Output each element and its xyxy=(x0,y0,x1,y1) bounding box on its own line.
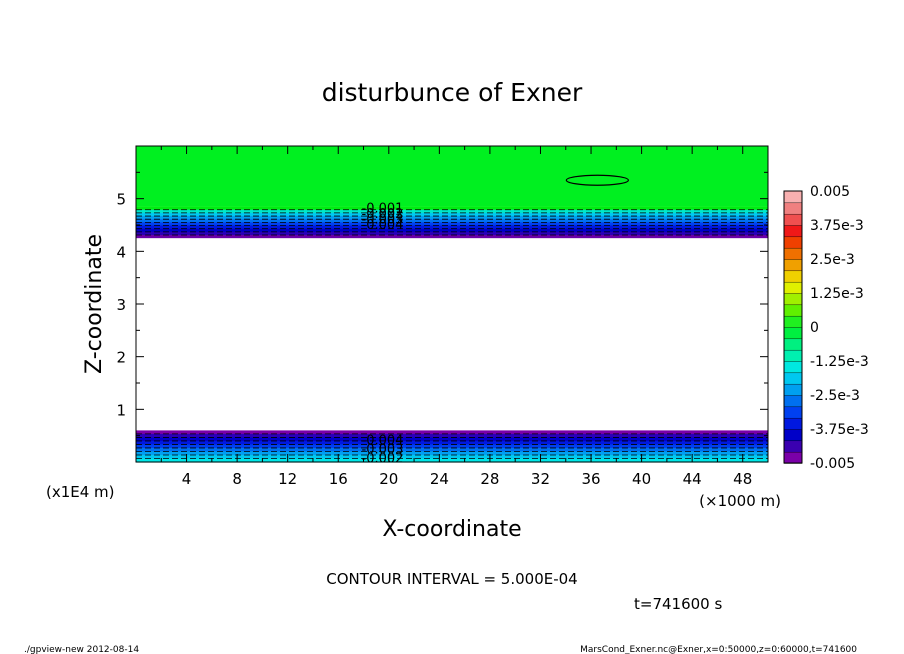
chart-title: disturbunce of Exner xyxy=(322,78,583,107)
y-tick-labels: 1 2 3 4 5 xyxy=(116,191,126,420)
x-tick-label: 32 xyxy=(531,470,550,488)
band-upper xyxy=(136,209,768,214)
colorbar-segment xyxy=(783,383,803,396)
contour-label: -0.002 xyxy=(362,207,404,222)
band-upper xyxy=(136,212,768,217)
colorbar-segment xyxy=(783,315,803,328)
contour-label: -0.003 xyxy=(362,213,404,228)
band-lower xyxy=(136,444,768,449)
blank-region xyxy=(136,238,768,431)
colorbar-segment xyxy=(783,406,803,419)
colorbar-segment xyxy=(783,338,803,351)
band-upper xyxy=(136,231,768,236)
contour-lines xyxy=(136,174,768,459)
region-near-zero xyxy=(136,146,768,207)
contour-interval-note: CONTOUR INTERVAL = 5.000E-04 xyxy=(326,570,577,588)
band-upper xyxy=(136,216,768,220)
x-tick-label: 12 xyxy=(278,470,297,488)
colorbar-segment xyxy=(783,394,803,408)
x-tick-label: 8 xyxy=(232,470,242,488)
colorbar-label: -2.5e-3 xyxy=(810,388,860,404)
colorbar-segment xyxy=(783,372,803,385)
axis-ticks xyxy=(136,146,768,462)
colorbar-segment xyxy=(783,417,803,430)
y-tick-label: 3 xyxy=(116,296,126,314)
x-tick-labels: 4 8 12 16 20 24 28 32 36 40 44 48 xyxy=(182,470,752,488)
colorbar-label: 3.75e-3 xyxy=(810,218,864,234)
band-upper xyxy=(136,222,768,227)
x-tick-label: 24 xyxy=(430,470,449,488)
band-lower xyxy=(136,437,768,442)
band-upper xyxy=(136,219,768,223)
colorbar-segment xyxy=(783,326,803,340)
colorbar-segment xyxy=(783,190,803,204)
x-tick-label: 20 xyxy=(379,470,398,488)
x-tick-label: 28 xyxy=(480,470,499,488)
colorbar-segment xyxy=(783,451,803,464)
colorbar-segment xyxy=(783,292,803,306)
colorbar-segment xyxy=(783,440,803,453)
y-tick-label: 4 xyxy=(116,243,126,261)
band-upper xyxy=(136,206,768,211)
x-tick-label: 48 xyxy=(733,470,752,488)
colorbar-segment xyxy=(783,224,803,238)
colorbar-labels: 0.005 3.75e-3 2.5e-3 1.25e-3 0 -1.25e-3 -2.5e-… xyxy=(810,184,869,472)
band-upper xyxy=(136,235,768,239)
colorbar xyxy=(783,190,803,464)
colorbar-label: 0 xyxy=(810,320,819,336)
x-tick-label: 16 xyxy=(329,470,348,488)
x-unit-label: (×1000 m) xyxy=(699,492,781,510)
colorbar-label: -0.005 xyxy=(810,456,855,472)
band-upper xyxy=(136,225,768,230)
colorbar-frame xyxy=(783,190,803,464)
band-lower xyxy=(136,454,768,460)
contour-label: -0.001 xyxy=(362,202,404,217)
colorbar-segment xyxy=(783,428,803,442)
x-tick-label: 36 xyxy=(581,470,600,488)
band-lower xyxy=(136,430,768,435)
band-lower xyxy=(136,440,768,446)
y-unit-label: (x1E4 m) xyxy=(46,483,115,501)
colorbar-segment xyxy=(783,304,803,317)
colorbar-label: 0.005 xyxy=(810,184,850,200)
colorbar-segment xyxy=(783,349,803,362)
band-upper xyxy=(136,228,768,233)
contour-label: -0.004 xyxy=(362,218,404,233)
colorbar-segment xyxy=(783,270,803,283)
colorbar-label: 1.25e-3 xyxy=(810,286,864,302)
band-lower xyxy=(136,447,768,453)
y-tick-label: 5 xyxy=(116,191,126,209)
x-tick-label: 4 xyxy=(182,470,192,488)
colorbar-segment xyxy=(783,236,803,249)
band-lower xyxy=(136,458,768,463)
contour-labels: -0.001-0.002-0.003-0.004-0.004-0.003-0.0… xyxy=(362,202,404,467)
y-tick-label: 1 xyxy=(116,401,126,419)
colorbar-label: 2.5e-3 xyxy=(810,252,855,268)
colorbar-segment xyxy=(783,281,803,294)
closed-contour xyxy=(565,174,629,186)
contour-label: -0.003 xyxy=(362,442,404,457)
x-tick-label: 44 xyxy=(683,470,702,488)
band-lower xyxy=(136,433,768,439)
contour-label: -0.004 xyxy=(362,433,404,448)
colorbar-label: -3.75e-3 xyxy=(810,422,869,438)
colorbar-segment xyxy=(783,258,803,272)
x-axis-label: X-coordinate xyxy=(382,517,521,542)
colorbar-segment xyxy=(783,213,803,226)
footer-right-note: MarsCond_Exner.nc@Exner,x=0:50000,z=0:60… xyxy=(580,645,857,654)
band-lower xyxy=(136,451,768,456)
colorbar-segment xyxy=(783,247,803,260)
footer-left-note: ./gpview-new 2012-08-14 xyxy=(24,645,139,654)
time-label: t=741600 s xyxy=(634,595,722,613)
colorbar-label: -1.25e-3 xyxy=(810,354,869,370)
contour-label: -0.002 xyxy=(362,451,404,466)
y-axis-label: Z-coordinate xyxy=(82,234,107,374)
y-tick-label: 2 xyxy=(116,349,126,367)
colorbar-segment xyxy=(783,202,803,215)
colorbar-segment xyxy=(783,360,803,374)
x-tick-label: 40 xyxy=(632,470,651,488)
plot-fill-layer xyxy=(136,146,768,463)
